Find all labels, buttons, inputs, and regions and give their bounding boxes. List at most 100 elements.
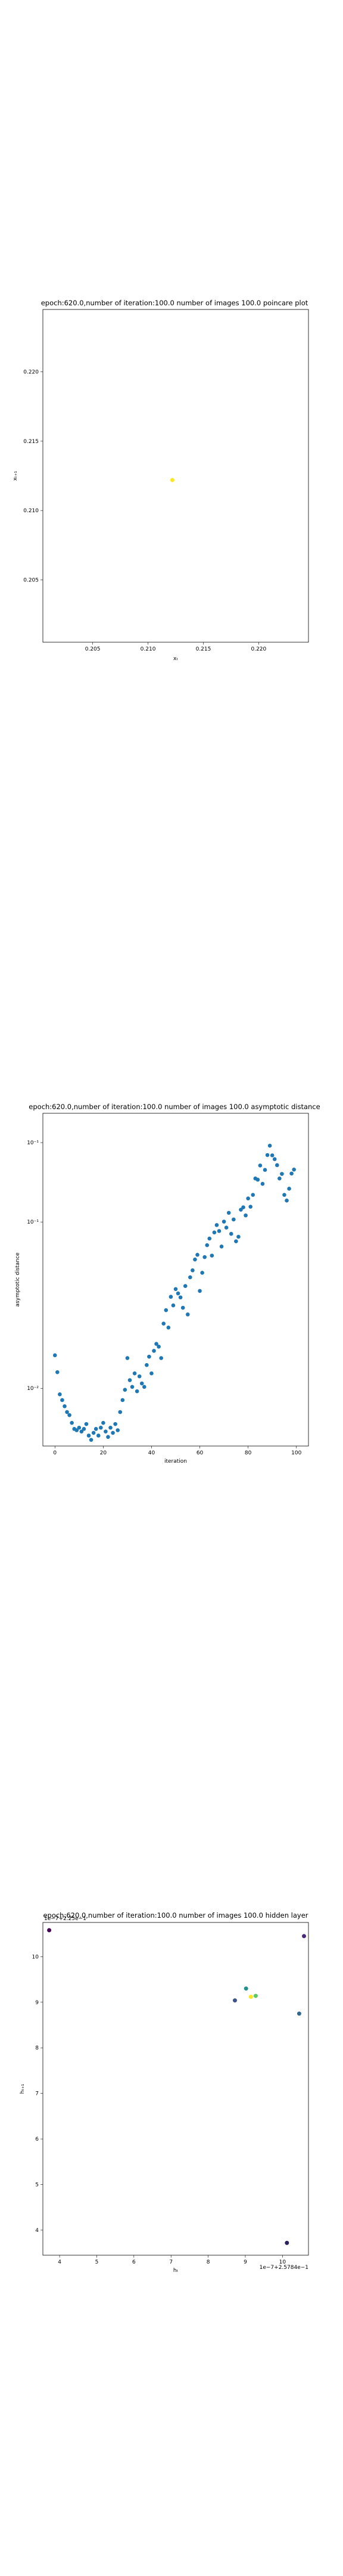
data-point <box>232 1998 237 2003</box>
data-point <box>171 1303 176 1308</box>
data-point <box>207 1236 212 1241</box>
data-point <box>255 1178 260 1182</box>
data-point <box>260 1182 265 1186</box>
data-point <box>84 1422 89 1426</box>
data-point <box>202 1255 207 1259</box>
data-point <box>210 1253 214 1258</box>
data-point <box>147 1354 151 1359</box>
x-tick-label: 0.210 <box>141 646 156 652</box>
hidden-layer-y-offset: 1e−7+2.25e−1 <box>44 1916 86 1922</box>
x-tick-label: 6 <box>132 2259 136 2265</box>
data-point <box>159 1356 163 1360</box>
hidden-layer-title: epoch:620.0,number of iteration:100.0 nu… <box>43 1911 308 1919</box>
data-point <box>99 1425 103 1430</box>
data-point <box>58 1392 62 1397</box>
x-tick-label: 7 <box>169 2259 173 2265</box>
poincare-x-label: xₜ <box>173 656 178 662</box>
data-point <box>214 1223 219 1227</box>
data-point <box>132 1371 137 1376</box>
poincare-title: epoch:620.0,number of iteration:100.0 nu… <box>41 299 308 307</box>
y-tick-label: 0.205 <box>23 577 39 583</box>
data-point <box>272 1157 277 1162</box>
data-point <box>285 2240 289 2245</box>
hidden-layer-x-offset: 1e−7+2.5784e−1 <box>260 2265 308 2271</box>
data-point <box>82 1427 86 1431</box>
hidden-layer-plot: epoch:620.0,number of iteration:100.0 nu… <box>20 1911 309 2274</box>
data-point <box>212 1230 217 1235</box>
data-point <box>47 1928 52 1933</box>
data-point <box>67 1413 71 1417</box>
data-point <box>96 1433 101 1438</box>
data-point <box>224 1225 229 1230</box>
data-point <box>275 1163 279 1168</box>
data-point <box>222 1219 226 1224</box>
data-point <box>263 1168 267 1172</box>
data-point <box>125 1356 130 1360</box>
data-point <box>135 1389 139 1394</box>
data-point <box>130 1385 135 1389</box>
data-point <box>113 1422 117 1426</box>
data-point <box>77 1425 82 1430</box>
x-tick-label: 4 <box>58 2259 61 2265</box>
data-point <box>70 1420 74 1425</box>
data-point <box>270 1153 275 1157</box>
data-point <box>265 1153 270 1157</box>
data-point <box>106 1435 110 1439</box>
data-point <box>120 1398 125 1402</box>
data-point <box>183 1284 188 1288</box>
hidden-layer-plot-frame <box>42 1922 309 2256</box>
data-point <box>246 1196 250 1201</box>
data-point <box>142 1385 146 1389</box>
data-point <box>79 1429 84 1433</box>
data-point <box>287 1187 291 1191</box>
x-tick-label: 0.220 <box>251 646 266 652</box>
data-point <box>285 1199 289 1203</box>
data-point <box>127 1378 132 1382</box>
y-tick-label: 10 <box>32 1954 39 1960</box>
data-point <box>280 1172 284 1176</box>
asymptotic-y-ticks: 10⁻² 10⁻¹ 10⁻¹ <box>27 1140 43 1392</box>
x-tick-label: 60 <box>197 1450 204 1456</box>
data-point <box>253 1993 258 1998</box>
asymptotic-plot-frame <box>42 1113 309 1447</box>
x-tick-label: 20 <box>100 1450 107 1456</box>
data-point <box>234 1239 238 1244</box>
data-point <box>282 1193 286 1197</box>
data-point <box>104 1429 108 1433</box>
data-point <box>152 1349 156 1353</box>
asymptotic-x-label: iteration <box>164 1459 187 1465</box>
data-point <box>198 1289 202 1293</box>
data-point <box>108 1425 113 1430</box>
poincare-x-ticks: 0.205 0.210 0.215 0.220 <box>85 642 267 652</box>
data-point <box>116 1428 120 1432</box>
data-point <box>145 1363 149 1367</box>
data-point <box>217 1229 222 1233</box>
x-tick-label: 100 <box>291 1450 301 1456</box>
x-tick-label: 0 <box>53 1450 57 1456</box>
data-point <box>161 1321 166 1326</box>
data-point <box>289 1171 294 1176</box>
x-tick-label: 0.205 <box>85 646 101 652</box>
data-point <box>195 1252 199 1257</box>
data-point <box>93 1427 98 1431</box>
data-point <box>226 1210 231 1215</box>
data-point <box>191 1268 195 1272</box>
y-tick-label: 5 <box>35 2182 39 2188</box>
data-point <box>89 1438 93 1442</box>
asymptotic-y-label: asymptotic distance <box>15 1252 21 1306</box>
data-point <box>219 1244 224 1249</box>
hidden-layer-points <box>47 1928 307 2245</box>
poincare-plot: epoch:620.0,number of iteration:100.0 nu… <box>13 299 309 662</box>
y-tick-label: 10⁻² <box>27 1386 39 1392</box>
data-point <box>236 1234 241 1239</box>
y-tick-label: 0.215 <box>23 439 39 445</box>
asymptotic-distance-plot: epoch:620.0,number of iteration:100.0 nu… <box>15 1103 320 1465</box>
y-tick-label: 10⁻¹ <box>27 1219 39 1225</box>
data-point <box>180 1305 185 1310</box>
y-tick-label: 9 <box>35 2000 39 2006</box>
data-point <box>173 1287 178 1292</box>
y-tick-label: 7 <box>35 2091 39 2097</box>
data-point <box>63 1404 67 1408</box>
asymptotic-points <box>52 1143 296 1442</box>
data-point <box>123 1388 127 1392</box>
